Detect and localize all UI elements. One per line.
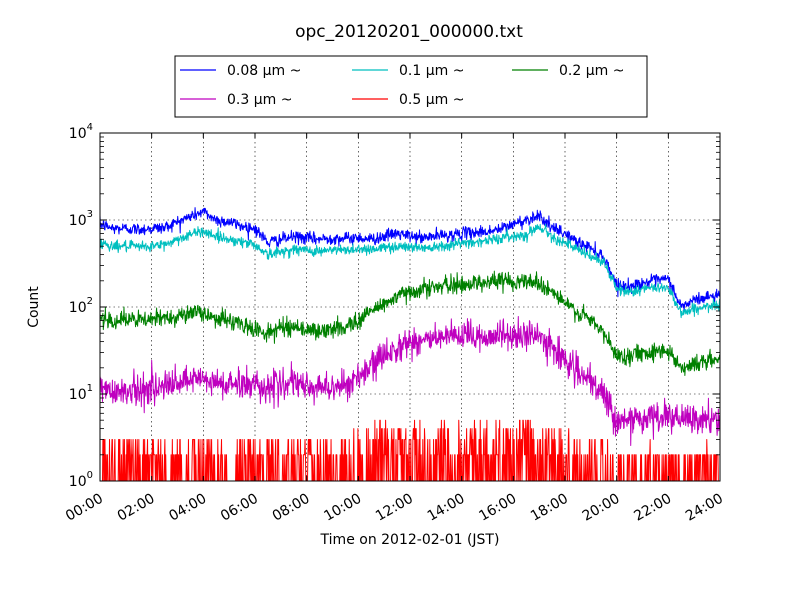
- x-tick-label: 20:00: [580, 491, 623, 525]
- x-tick-label: 14:00: [425, 491, 468, 525]
- y-axis-label: Count: [26, 286, 42, 328]
- x-tick-label: 18:00: [528, 491, 571, 525]
- plot-background: [100, 133, 720, 481]
- legend-box: [174, 55, 648, 118]
- y-tick-label: 102: [69, 296, 93, 316]
- x-tick-label: 06:00: [218, 491, 261, 525]
- series-line: [100, 316, 720, 446]
- chart-title: opc_20120201_000000.txt: [295, 22, 523, 42]
- x-tick-label: 02:00: [115, 491, 158, 525]
- y-tick-labels: 100 101 102 103 104: [69, 122, 93, 490]
- series-lines: [100, 207, 720, 481]
- y-tick-label: 101: [69, 383, 93, 403]
- x-tick-label: 16:00: [476, 491, 519, 525]
- x-tick-label: 04:00: [166, 491, 209, 525]
- x-tick-label: 08:00: [270, 491, 313, 525]
- legend-entry: 0.2 μm ~: [559, 63, 624, 79]
- y-tick-label: 103: [69, 209, 93, 229]
- x-axis-label: Time on 2012-02-01 (JST): [320, 532, 500, 548]
- series-line: [100, 207, 720, 311]
- x-tick-label: 24:00: [683, 491, 726, 525]
- y-tick-label: 104: [69, 122, 93, 142]
- x-tick-label: 10:00: [321, 491, 364, 525]
- series-line: [100, 223, 720, 319]
- x-tick-label: 12:00: [373, 491, 416, 525]
- series-line: [100, 270, 720, 376]
- legend-entry: 0.08 μm ~: [227, 63, 301, 79]
- legend-entry: 0.5 μm ~: [399, 92, 464, 108]
- x-tick-label: 22:00: [631, 491, 674, 525]
- legend-entry: 0.1 μm ~: [399, 63, 464, 79]
- axis-ticks: [99, 132, 721, 482]
- x-tick-labels: 00:00 02:00 04:00 06:00 08:00 10:00 12:00 14:00…: [63, 491, 726, 525]
- legend: 0.08 μm ~ 0.1 μm ~ 0.2 μm ~ 0.3 μm ~ 0.5 μm …: [174, 55, 648, 118]
- legend-entry: 0.3 μm ~: [227, 92, 292, 108]
- x-tick-label: 00:00: [63, 491, 106, 525]
- y-tick-label: 100: [69, 470, 93, 490]
